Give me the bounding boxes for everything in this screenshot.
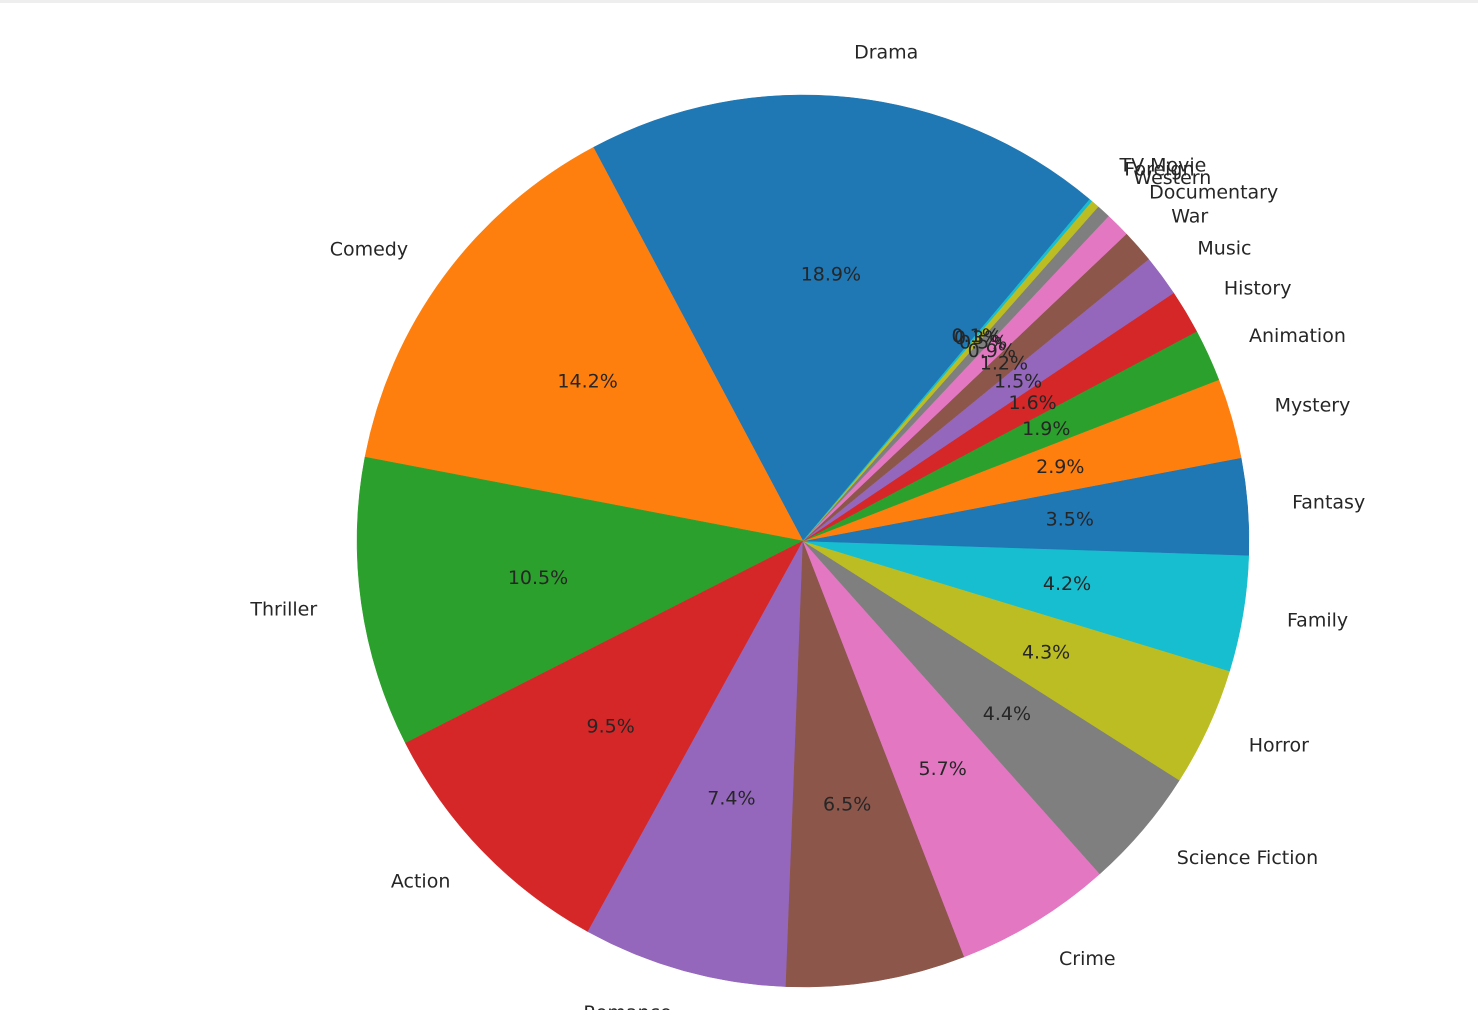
percent-label-animation: 1.9% — [1022, 418, 1070, 440]
percent-label-fantasy: 3.5% — [1046, 509, 1094, 531]
percent-label-music: 1.5% — [994, 370, 1042, 392]
category-label-war: War — [1171, 205, 1208, 227]
top-edge-divider — [0, 0, 1478, 3]
pie-slice-action — [405, 540, 804, 933]
category-label-family: Family — [1287, 610, 1348, 632]
category-label-music: Music — [1197, 238, 1251, 260]
percent-label-romance: 7.4% — [707, 787, 755, 809]
category-label-thriller: Thriller — [249, 598, 317, 620]
percent-label-foreign: 0.3% — [954, 327, 1002, 349]
pie-slice-comedy — [364, 147, 804, 542]
category-label-animation: Animation — [1249, 325, 1346, 347]
pie-slice-crime — [802, 540, 1101, 958]
category-label-romance: Romance — [583, 1002, 671, 1010]
category-label-documentary: Documentary — [1149, 182, 1278, 204]
percent-label-history: 1.6% — [1008, 392, 1056, 414]
category-label-comedy: Comedy — [330, 238, 408, 260]
pie-slice-romance — [587, 540, 804, 987]
pie-slice-adventure — [785, 540, 965, 988]
percent-label-science-fiction: 4.4% — [983, 703, 1031, 725]
pie-slice-thriller — [356, 456, 804, 744]
pie-slices — [356, 94, 1250, 988]
category-label-fantasy: Fantasy — [1292, 491, 1365, 513]
percent-label-action: 9.5% — [587, 716, 635, 738]
percent-label-comedy: 14.2% — [557, 371, 617, 393]
percent-label-horror: 4.3% — [1022, 641, 1070, 663]
category-label-mystery: Mystery — [1275, 394, 1351, 416]
pie-slice-tv-movie — [802, 198, 1093, 542]
category-label-science-fiction: Science Fiction — [1177, 847, 1318, 869]
percent-label-thriller: 10.5% — [508, 567, 568, 589]
percent-label-family: 4.2% — [1043, 573, 1091, 595]
percent-label-documentary: 0.9% — [968, 340, 1016, 362]
percent-label-drama: 18.9% — [801, 263, 861, 285]
category-label-western: Western — [1133, 167, 1211, 189]
category-label-tv-movie: TV Movie — [1119, 155, 1207, 177]
percent-label-war: 1.2% — [980, 353, 1028, 375]
percent-label-crime: 5.7% — [919, 758, 967, 780]
percent-label-mystery: 2.9% — [1036, 456, 1084, 478]
category-label-horror: Horror — [1249, 735, 1309, 757]
category-label-drama: Drama — [854, 42, 918, 64]
percent-label-tv-movie: 0.1% — [952, 325, 1000, 347]
category-label-action: Action — [391, 871, 451, 893]
percent-labels: 18.9% 14.2% 10.5% 9.5% 7.4% 6.5% 5.7% 4.4% 4.3% 4… — [508, 263, 1094, 815]
percent-label-western: 0.5% — [959, 332, 1007, 354]
category-label-crime: Crime — [1059, 948, 1116, 970]
pie-slice-drama — [593, 94, 1091, 542]
category-label-history: History — [1224, 277, 1292, 299]
category-label-foreign: Foreign — [1124, 159, 1194, 181]
percent-label-adventure: 6.5% — [823, 793, 871, 815]
